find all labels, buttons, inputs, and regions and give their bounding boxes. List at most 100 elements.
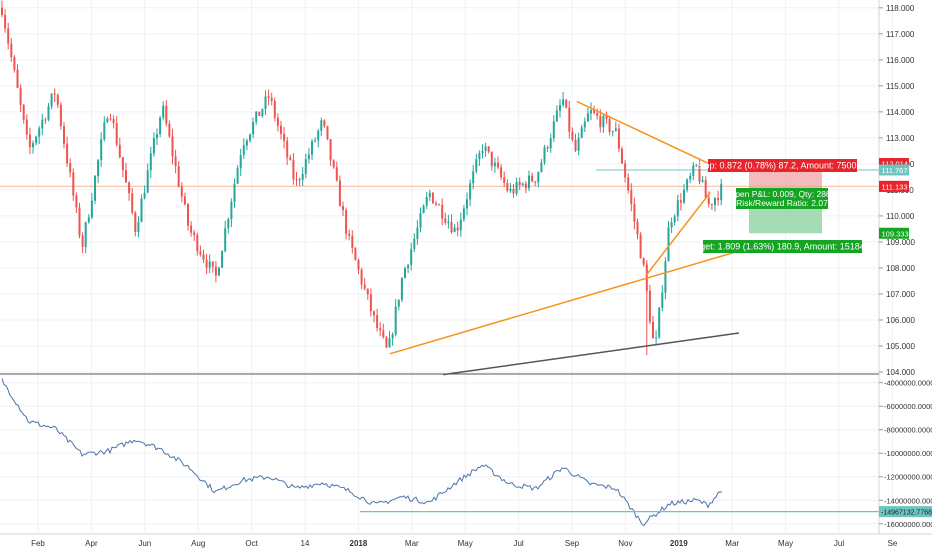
candle-body [490,151,493,167]
candle-body [326,125,329,140]
candle-body [134,212,137,232]
candle-body [366,288,369,295]
candle-body [450,221,453,233]
time-axis-label: Jun [138,539,151,548]
price-tags: 112.014111.767111.142111.133109.333-1496… [879,158,932,518]
secondary-support-trendline [443,332,740,376]
candle-body [35,136,38,144]
candle-body [174,156,177,167]
candle-body [683,189,685,203]
candle-body [106,118,109,123]
candle-body [190,225,193,233]
candle-body [59,104,62,127]
price-axis-label: 114.000 [886,108,915,117]
candle-body [373,311,375,316]
price-axis-label: 109.000 [886,238,915,247]
price-tag-bg [879,227,909,239]
time-axis-label: May [458,539,473,548]
candle-body [528,175,530,189]
candle-body [69,163,72,173]
candle-body [320,120,323,131]
candle-body [717,198,720,201]
candle-body [32,143,34,148]
indicator-tag-text: -14967132.7768 [881,510,932,517]
candle-body [555,110,558,122]
candle-body [400,278,403,300]
candle-body [19,87,22,105]
candle-body [280,125,282,134]
candle-body [397,299,400,307]
candle-body [205,259,208,268]
candle-body [159,117,162,135]
candle-body [478,152,481,160]
candle-body [571,131,574,140]
stop-price-tag: 112.014 [879,158,909,170]
candle-body [509,188,512,191]
candle-body [267,96,270,98]
target-price-tag: 109.333 [879,227,909,239]
time-axis-label: Aug [191,539,205,548]
target-label-text: Target: 1.809 (1.63%) 180.9, Amount: 151… [688,242,878,252]
candle-body [56,94,59,105]
candle-body [670,222,673,228]
candle-body [521,183,524,185]
price-axis-label: 104.000 [886,368,915,377]
candle-body [376,315,379,329]
candle-body [187,204,189,226]
open-pnl-label: Open P&L: 0.009, Qty: 2866 Risk/Reward R… [729,188,836,209]
candle-body [695,164,698,166]
price-axis-label: 105.000 [886,342,915,351]
candle-body [686,179,689,190]
open-pnl-bg [736,188,828,209]
price-axis-label: 108.000 [886,264,915,273]
candle-body [416,227,419,239]
candle-body [125,170,127,183]
time-axis-label: Mar [725,539,739,548]
candle-body [78,207,81,236]
candle-body [503,177,506,184]
candle-body [453,227,456,233]
candle-body [22,104,25,120]
candle-body [90,200,93,218]
price-tag-text: 111.133 [882,182,908,191]
candle-body [701,180,704,182]
price-axis-label: 110.000 [886,212,915,221]
indicator-axis-label: -4000000.0000 [884,379,932,388]
candle-body [462,208,465,220]
candle-body [25,119,28,135]
candle-body [301,173,304,180]
trendlines[interactable] [389,100,740,376]
price-axis-label: 106.000 [886,316,915,325]
candle-body [642,258,645,265]
target-label: Target: 1.809 (1.63%) 180.9, Amount: 151… [688,240,878,253]
candle-body [512,188,515,194]
candle-body [323,120,326,126]
candle-body [574,139,577,151]
candle-body [664,261,667,293]
candle-body [270,97,273,101]
candle-body [75,195,78,208]
price-axis-labels[interactable]: 118.000 117.000 116.000 115.000 114.000 113.0… [879,4,915,377]
time-axis-label: Apr [85,539,98,548]
candle-body [636,221,639,235]
candle-body [298,179,301,181]
candle-body [100,139,103,161]
indicator-axis-labels[interactable]: -4000000.0000 -6000000.0000 -8000000.0000 -… [879,379,932,529]
candle-body [72,172,75,196]
upper-resistance-trendline [576,100,713,166]
candle-body [559,104,561,111]
candle-body [428,192,431,198]
time-axis-labels[interactable]: Feb Apr Jun Aug Oct 14 2018 Mar May Jul Sep Nov 2019… [31,539,898,548]
indicator-axis-label: -8000000.0000 [884,426,932,435]
time-axis-label: 14 [301,539,310,548]
candle-body [593,110,596,113]
candle-body [568,107,571,132]
candle-body [233,183,236,202]
candle-body [546,147,549,149]
candle-body [413,238,416,250]
candle-body [338,180,341,207]
candle-body [484,146,487,151]
candle-body [369,294,372,312]
